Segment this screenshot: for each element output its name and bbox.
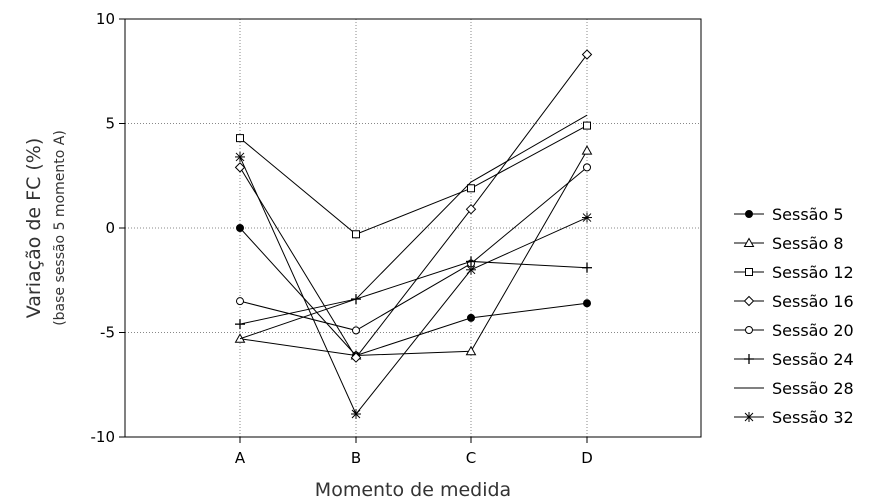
legend-label: Sessão 8 (772, 234, 844, 253)
marker-plus (744, 354, 754, 364)
series-7 (239, 114, 588, 340)
series-line (239, 227, 588, 357)
marker-open-diamond (465, 203, 477, 215)
marker-open-triangle (465, 345, 477, 356)
x-tick-label: A (235, 449, 246, 467)
legend-item: Sessão 20 (734, 321, 854, 340)
series-1 (236, 224, 591, 360)
legend: Sessão 5 Sessão 8 Sessão 12 Sessão 16 Sessão… (734, 205, 854, 427)
legend-item: Sessão 28 (734, 379, 854, 398)
marker-plus (235, 319, 245, 330)
y-tick-label: 0 (105, 219, 115, 237)
y-axis-title: Variação de FC (%) (23, 138, 45, 319)
x-tick-label: B (351, 449, 361, 467)
marker-open-square (583, 121, 591, 130)
series-line (239, 260, 588, 325)
legend-label: Sessão 24 (772, 350, 854, 369)
marker-plus (466, 256, 476, 267)
legend-label: Sessão 20 (772, 321, 854, 340)
marker-asterisk (582, 212, 592, 223)
axes: 10 5 0 -5 -10 A B C D (91, 10, 593, 467)
series-line (239, 167, 588, 331)
y-tick-label: 5 (105, 115, 115, 133)
legend-item: Sessão 5 (734, 205, 844, 224)
marker-filled-circle (745, 210, 753, 218)
marker-open-circle (352, 326, 360, 335)
legend-label: Sessão 16 (772, 292, 854, 311)
legend-item: Sessão 12 (734, 263, 854, 282)
marker-filled-circle (467, 313, 475, 322)
series-4 (234, 49, 593, 363)
series-line (239, 54, 588, 359)
series-lines (234, 49, 593, 420)
gridlines (125, 19, 701, 437)
x-tick-label: D (581, 449, 593, 467)
series-line (239, 150, 588, 356)
marker-asterisk (466, 264, 476, 275)
marker-open-triangle (581, 145, 593, 155)
x-axis-title: Momento de medida (315, 479, 511, 501)
legend-label: Sessão 12 (772, 263, 854, 282)
series-line (239, 125, 588, 235)
legend-item: Sessão 24 (734, 350, 854, 369)
marker-asterisk (351, 409, 361, 420)
marker-open-square (745, 268, 753, 276)
legend-item: Sessão 8 (734, 234, 844, 253)
legend-label: Sessão 5 (772, 205, 844, 224)
marker-open-diamond (350, 352, 362, 363)
marker-plus (582, 262, 592, 273)
legend-label: Sessão 32 (772, 408, 854, 427)
marker-open-square (467, 184, 475, 193)
marker-asterisk-d2 (582, 213, 592, 222)
series-6 (235, 256, 592, 330)
marker-asterisk-d2 (744, 412, 754, 422)
series-line (239, 114, 588, 340)
marker-open-circle (583, 163, 591, 172)
marker-asterisk (235, 151, 245, 162)
marker-open-circle (236, 297, 244, 306)
marker-open-square (352, 230, 360, 239)
series-8 (235, 151, 592, 420)
marker-open-triangle (743, 237, 755, 247)
marker-asterisk-d2 (466, 265, 476, 275)
marker-asterisk-d2 (235, 152, 245, 162)
marker-open-diamond (743, 295, 755, 307)
marker-filled-circle (236, 224, 244, 232)
y-axis-subtitle: (base sessão 5 momento A) (52, 130, 68, 326)
marker-asterisk (744, 412, 754, 422)
marker-open-circle (745, 326, 753, 334)
legend-item: Sessão 16 (734, 292, 854, 311)
y-tick-label: -10 (91, 428, 116, 446)
marker-filled-circle (583, 299, 591, 308)
y-tick-label: 10 (96, 10, 115, 28)
marker-open-diamond (234, 162, 246, 173)
marker-open-square (236, 134, 244, 143)
legend-label: Sessão 28 (772, 379, 854, 398)
x-tick-label: C (466, 449, 476, 467)
marker-asterisk-d2 (351, 409, 361, 419)
marker-open-diamond (581, 49, 593, 60)
series-line (239, 156, 588, 415)
series-3 (236, 121, 591, 239)
y-tick-label: -5 (100, 324, 115, 342)
legend-item: Sessão 32 (734, 408, 854, 427)
